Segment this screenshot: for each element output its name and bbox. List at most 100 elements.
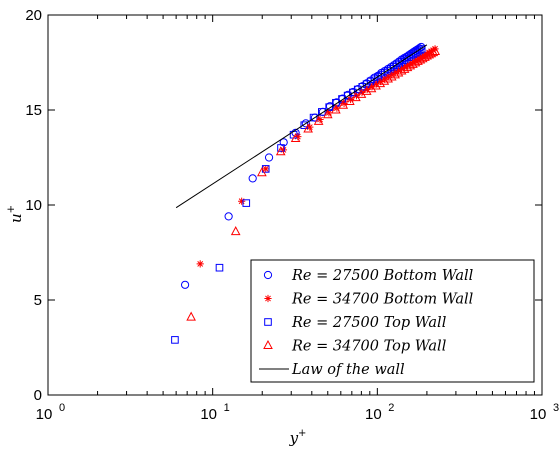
data-point <box>275 146 286 156</box>
data-point <box>394 67 403 75</box>
data-point <box>376 77 385 86</box>
data-point <box>413 55 423 65</box>
data-point <box>379 75 390 85</box>
x-tick-label: 10 <box>365 406 382 423</box>
legend-marker <box>263 270 273 280</box>
y-tick-label: 10 <box>25 197 42 214</box>
axis-ticks <box>47 14 543 396</box>
y-tick-label: 5 <box>34 292 42 309</box>
data-point <box>171 336 179 344</box>
data-point <box>262 165 270 173</box>
data-point <box>407 51 416 60</box>
data-series <box>171 42 441 344</box>
x-tick-label: 10 <box>36 406 53 423</box>
data-point <box>301 119 310 128</box>
data-point <box>224 212 233 221</box>
data-point <box>238 197 246 205</box>
x-tick-label-exponent: 1 <box>224 402 230 414</box>
data-point <box>366 77 375 86</box>
data-point <box>279 138 288 147</box>
data-point <box>380 75 389 83</box>
data-point <box>366 83 377 93</box>
y-tick-label: 20 <box>25 7 42 24</box>
data-point <box>398 65 406 73</box>
x-tick-label-exponent: 2 <box>388 402 394 414</box>
data-point <box>279 146 288 154</box>
legend-marker <box>264 294 272 303</box>
legend-box <box>250 259 535 383</box>
data-point <box>309 113 318 122</box>
legend-marker <box>264 318 272 326</box>
data-point <box>257 167 267 177</box>
y-tick-label: 0 <box>34 387 42 404</box>
data-point <box>410 57 421 67</box>
data-point <box>361 85 372 95</box>
data-point <box>383 73 393 83</box>
x-tick-label: 10 <box>200 406 217 423</box>
data-point <box>242 199 251 207</box>
legend-marker <box>263 339 273 349</box>
data-point <box>313 115 324 125</box>
data-point <box>409 58 417 66</box>
legend-label: Re = 27500 Top Wall <box>291 315 447 331</box>
data-point <box>318 108 326 116</box>
axis-tick-labels: 10 0 10 1 10 2 10 3 0 5 10 15 20 <box>25 7 559 423</box>
data-point <box>180 280 190 289</box>
data-point <box>391 68 399 77</box>
data-point <box>386 71 397 81</box>
data-point <box>372 80 380 88</box>
data-point <box>406 60 414 68</box>
data-point <box>368 83 376 91</box>
data-point <box>415 54 426 64</box>
data-point <box>384 73 392 81</box>
data-point <box>290 132 301 142</box>
y-tick-label: 15 <box>25 102 42 119</box>
legend-label: Law of the wall <box>291 362 405 378</box>
data-point <box>426 48 437 58</box>
data-point <box>408 58 418 68</box>
legend: Re = 27500 Bottom Wall Re = 34700 Bottom … <box>250 259 535 383</box>
legend-label: Re = 27500 Bottom Wall <box>291 268 474 284</box>
data-point <box>248 174 257 183</box>
data-point <box>388 71 396 79</box>
data-point <box>325 103 333 111</box>
data-point <box>303 123 313 133</box>
data-point <box>294 133 302 141</box>
x-tick-label-exponent: 0 <box>59 402 65 414</box>
y-axis-label: u+ <box>6 205 25 223</box>
data-point <box>277 144 285 152</box>
data-point <box>196 260 204 268</box>
data-point <box>346 95 355 104</box>
data-point <box>415 46 424 55</box>
data-point <box>417 45 426 53</box>
series-4 <box>175 44 428 209</box>
x-tick-label-exponent: 3 <box>553 402 559 414</box>
law-of-the-wall-line <box>175 44 428 209</box>
data-point <box>322 109 333 119</box>
data-point <box>340 99 348 107</box>
data-point <box>430 45 441 55</box>
data-point <box>186 311 196 321</box>
x-axis-label: y+ <box>289 428 307 447</box>
x-tick-label: 10 <box>530 406 547 423</box>
data-point <box>428 47 439 57</box>
data-point <box>403 61 412 69</box>
legend-label: Re = 34700 Bottom Wall <box>291 292 474 308</box>
data-point <box>331 104 341 114</box>
data-point <box>215 263 224 272</box>
data-point <box>400 63 409 71</box>
data-point <box>363 85 371 94</box>
data-point <box>264 153 274 162</box>
data-point <box>230 226 241 236</box>
data-point <box>414 55 422 63</box>
data-point <box>409 50 418 59</box>
data-point <box>431 45 439 53</box>
data-point <box>358 83 367 91</box>
data-point <box>353 85 362 94</box>
data-point <box>338 99 349 109</box>
series-3 <box>186 45 441 321</box>
data-point <box>411 49 420 57</box>
legend-label: Re = 34700 Top Wall <box>291 339 447 355</box>
data-point <box>413 47 422 56</box>
